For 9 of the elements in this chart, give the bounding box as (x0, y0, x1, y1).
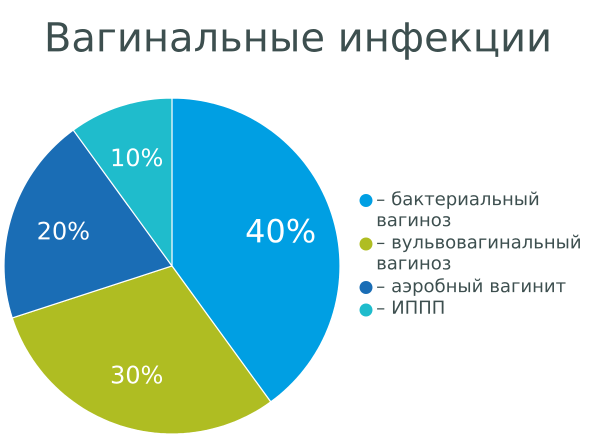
data-label: 30% (112, 366, 162, 384)
chart-title: Вагинальные инфекции (48, 22, 548, 60)
legend-label: – аэробный вагинит (377, 278, 566, 296)
legend-label: – бактериальный вагиноз (377, 191, 538, 226)
data-label: 10% (112, 148, 162, 166)
legend-label: – вульвовагинальный вагиноз (377, 234, 580, 270)
legend-label: – ИППП (377, 300, 444, 314)
data-label: 40% (246, 218, 314, 243)
data-label: 20% (38, 222, 89, 240)
